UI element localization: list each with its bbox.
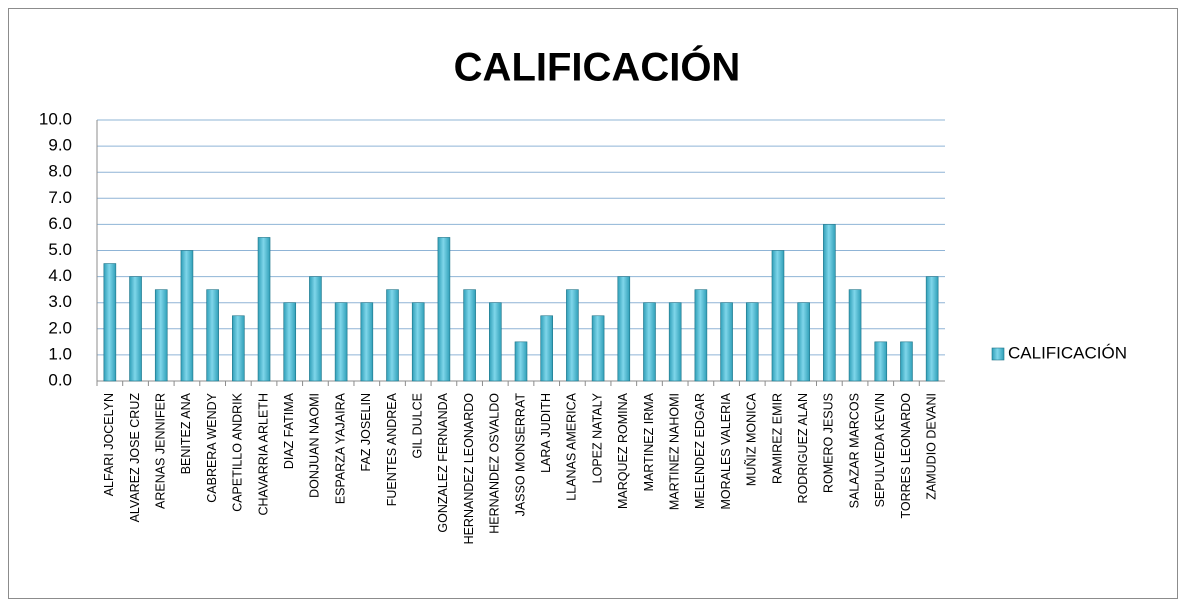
bar xyxy=(283,302,297,382)
x-tick-label: CAPETILLO ANDRIK xyxy=(231,392,245,511)
x-tick-label: DONJUAN NAOMI xyxy=(308,393,322,498)
x-tick-label: HERNANDEZ OSVALDO xyxy=(488,393,502,534)
y-tick-label: 5.0 xyxy=(48,240,72,259)
x-tick-label: ROMERO JESUS xyxy=(822,393,836,493)
bar xyxy=(489,302,502,382)
x-tick-label: FAZ JOSELIN xyxy=(359,393,373,472)
x-tick-label: DIAZ FATIMA xyxy=(282,392,296,469)
bar xyxy=(411,302,425,382)
bar xyxy=(771,250,785,382)
x-tick-label: GIL DULCE xyxy=(411,393,425,459)
x-tick-label: JASSO MONSERRAT xyxy=(513,393,527,517)
bar xyxy=(463,289,476,382)
x-tick-label: ALFARI JOCELYN xyxy=(102,393,116,496)
bar xyxy=(514,341,528,382)
x-tick-label: MELENDEZ EDGAR xyxy=(693,393,707,509)
legend-swatch xyxy=(991,347,1005,361)
bar xyxy=(309,276,322,382)
x-tick-label: LARA JUDITH xyxy=(539,393,553,473)
bar xyxy=(566,289,579,382)
x-tick-label: MUÑIZ MONICA xyxy=(745,392,759,486)
x-tick-label: GONZALEZ FERNANDA xyxy=(436,392,450,532)
bar xyxy=(206,289,219,382)
x-tick-label: FUENTES ANDREA xyxy=(385,392,399,506)
x-tick-label: BENITEZ ANA xyxy=(179,392,193,474)
x-tick-label: LLANAS AMERICA xyxy=(565,392,579,500)
bar xyxy=(129,276,142,382)
x-tick-label: ZAMUDIO DEVANI xyxy=(924,393,938,500)
x-tick-label: MARTINEZ IRMA xyxy=(642,392,656,491)
bar xyxy=(360,302,374,382)
bar xyxy=(103,263,117,382)
bar xyxy=(154,289,168,382)
x-tick-label: TORRES LEONARDO xyxy=(899,393,913,519)
legend-label: CALIFICACIÓN xyxy=(1008,343,1127,362)
bar xyxy=(437,237,451,382)
y-tick-label: 2.0 xyxy=(48,318,72,337)
x-tick-label: CABRERA WENDY xyxy=(205,392,219,502)
bar xyxy=(232,315,245,382)
bar xyxy=(540,315,553,382)
bar xyxy=(694,289,708,382)
x-tick-label: ESPARZA YAJAIRA xyxy=(333,392,347,504)
bar xyxy=(668,302,682,382)
x-tick-label: ARENAS JENNIFER xyxy=(154,393,168,509)
x-tick-label: HERNANDEZ LEONARDO xyxy=(462,393,476,545)
x-tick-label: RAMIREZ EMIR xyxy=(770,393,784,484)
bar xyxy=(848,289,862,382)
bar xyxy=(797,302,810,382)
bar xyxy=(257,237,271,382)
bar xyxy=(874,341,888,382)
x-tick-label: MARTINEZ NAHOMI xyxy=(667,393,681,510)
y-tick-label: 9.0 xyxy=(48,136,72,155)
bar xyxy=(334,302,348,382)
x-tick-label: LOPEZ NATALY xyxy=(590,392,604,483)
x-tick-label: SALAZAR MARCOS xyxy=(847,393,861,508)
x-tick-label: ALVAREZ JOSE CRUZ xyxy=(128,393,142,523)
y-tick-label: 6.0 xyxy=(48,214,72,233)
y-tick-label: 7.0 xyxy=(48,188,72,207)
y-tick-label: 3.0 xyxy=(48,292,72,311)
bar xyxy=(591,315,605,382)
bar xyxy=(745,302,759,382)
y-tick-label: 0.0 xyxy=(48,370,72,389)
bar xyxy=(925,276,939,382)
bar xyxy=(386,289,399,382)
bar xyxy=(823,224,836,382)
y-tick-label: 4.0 xyxy=(48,266,72,285)
chart-border xyxy=(8,8,1178,599)
bar xyxy=(900,341,913,382)
chart-title: CALIFICACIÓN xyxy=(454,44,741,90)
bar xyxy=(617,276,631,382)
bar xyxy=(720,302,733,382)
bar xyxy=(180,250,194,382)
x-tick-label: MORALES VALERIA xyxy=(719,392,733,509)
x-tick-label: MARQUEZ ROMINA xyxy=(616,392,630,509)
y-tick-label: 1.0 xyxy=(48,344,72,363)
bar xyxy=(643,302,656,382)
x-tick-label: SEPULVEDA KEVIN xyxy=(873,393,887,507)
x-tick-label: CHAVARRIA ARLETH xyxy=(256,393,270,516)
x-tick-label: RODRIGUEZ ALAN xyxy=(796,393,810,503)
y-tick-label: 10.0 xyxy=(39,109,72,128)
y-tick-label: 8.0 xyxy=(48,162,72,181)
